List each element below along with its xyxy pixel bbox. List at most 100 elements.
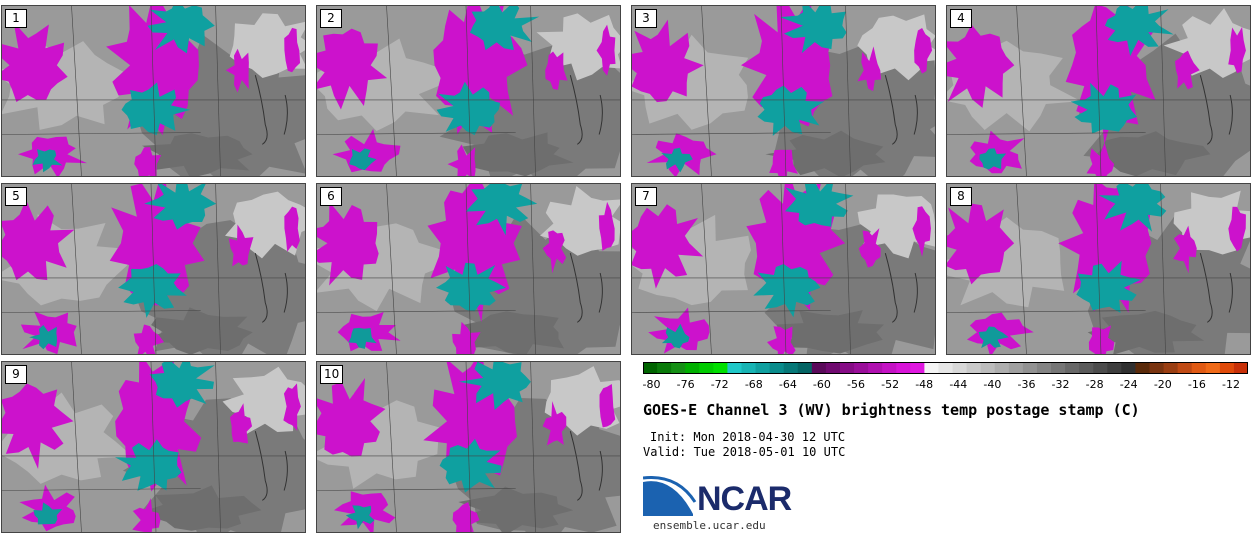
colorbar-swatch [727,362,742,374]
valid-time: Valid: Tue 2018-05-01 10 UTC [643,445,846,459]
wv-map [317,6,620,176]
colorbar-swatch [1177,362,1193,374]
ensemble-member-panel: 10 [316,361,621,533]
colorbar-tick-label: -20 [1153,378,1172,391]
colorbar-tick-label: -24 [1119,378,1138,391]
wv-map [947,6,1250,176]
colorbar-swatch [783,362,799,374]
colorbar-swatch [1233,362,1248,374]
colorbar-swatch [685,362,700,374]
colorbar-swatch [1205,362,1221,374]
wv-map [2,184,305,354]
colorbar-swatch [1107,362,1122,374]
colorbar-tick-labels: -80 -76 -72 -68 -64 -60 -56 -52 -48 -44 -40 -36 -32 -… [643,378,1248,394]
colorbar-swatch [980,362,996,374]
panel-number-label: 6 [320,187,342,206]
panel-number-label: 8 [950,187,972,206]
colorbar-tick-label: -80 [642,378,661,391]
panel-number-label: 10 [320,365,344,384]
colorbar-tick-label: -32 [1051,378,1070,391]
colorbar-swatch [1121,362,1136,374]
colorbar-swatch [755,362,771,374]
figure-title: GOES-E Channel 3 (WV) brightness temp po… [643,401,1140,419]
panel-number-label: 7 [635,187,657,206]
wv-map [2,362,305,532]
colorbar-tick-label: -60 [812,378,831,391]
colorbar-swatch [994,362,1010,374]
colorbar-tick-label: -52 [881,378,900,391]
colorbar-swatch [797,362,813,374]
ensemble-member-panel: 5 [1,183,306,355]
colorbar-swatch [769,362,785,374]
colorbar-swatch [643,362,658,374]
wv-map [632,6,935,176]
colorbar-swatch [1191,362,1207,374]
colorbar-tick-label: -72 [710,378,729,391]
colorbar-swatch [811,362,827,374]
ensemble-member-panel: 8 [946,183,1251,355]
ncar-logo-icon [643,476,697,516]
wv-map [317,184,620,354]
colorbar-swatch [1008,362,1024,374]
colorbar-swatch [1093,362,1108,374]
colorbar-swatch [741,362,757,374]
ensemble-member-panel: 4 [946,5,1251,177]
colorbar-swatch [952,362,968,374]
colorbar-swatch [839,362,855,374]
colorbar-swatch [910,362,925,374]
colorbar-swatch [671,362,686,374]
colorbar-tick-label: -76 [676,378,695,391]
colorbar-tick-label: -36 [1017,378,1036,391]
logo-url: ensemble.ucar.edu [653,519,766,532]
ensemble-member-panel: 7 [631,183,936,355]
panel-number-label: 4 [950,9,972,28]
colorbar-outline [643,362,1248,374]
panel-number-label: 2 [320,9,342,28]
colorbar-swatch [657,362,672,374]
ncar-logo-text: NCAR [697,480,792,518]
colorbar-swatch [1036,362,1052,374]
colorbar-tick-label: -56 [847,378,865,391]
ensemble-member-panel: 3 [631,5,936,177]
colorbar-swatch [1051,362,1066,374]
colorbar-swatch [1219,362,1235,374]
panel-number-label: 3 [635,9,657,28]
colorbar-tick-label: -40 [983,378,1002,391]
colorbar-swatch [1135,362,1151,374]
colorbar-swatch [825,362,841,374]
colorbar-swatch [1022,362,1038,374]
colorbar [643,362,1248,374]
colorbar-tick-label: -12 [1222,378,1240,391]
colorbar-tick-label: -68 [744,378,763,391]
panel-number-label: 5 [5,187,27,206]
colorbar-swatch [854,362,869,374]
colorbar-swatch [1149,362,1165,374]
colorbar-tick-label: -28 [1085,378,1104,391]
panel-number-label: 1 [5,9,27,28]
colorbar-tick-label: -64 [778,378,797,391]
colorbar-swatch [713,362,728,374]
wv-map [632,184,935,354]
panel-number-label: 9 [5,365,27,384]
colorbar-swatch [1079,362,1094,374]
ensemble-member-panel: 9 [1,361,306,533]
init-time: Init: Mon 2018-04-30 12 UTC [650,430,846,444]
colorbar-swatch [938,362,954,374]
colorbar-tick-label: -48 [915,378,934,391]
colorbar-tick-label: -16 [1187,378,1206,391]
colorbar-swatch [868,362,883,374]
colorbar-swatch [1065,362,1080,374]
colorbar-swatch [966,362,982,374]
colorbar-swatch [924,362,939,374]
colorbar-swatch [1163,362,1179,374]
wv-map [947,184,1250,354]
colorbar-tick-label: -44 [949,378,968,391]
ensemble-member-panel: 2 [316,5,621,177]
ensemble-member-panel: 6 [316,183,621,355]
wv-map [317,362,620,532]
ensemble-member-panel: 1 [1,5,306,177]
colorbar-swatch [896,362,911,374]
colorbar-swatch [882,362,897,374]
wv-map [2,6,305,176]
colorbar-swatch [699,362,714,374]
